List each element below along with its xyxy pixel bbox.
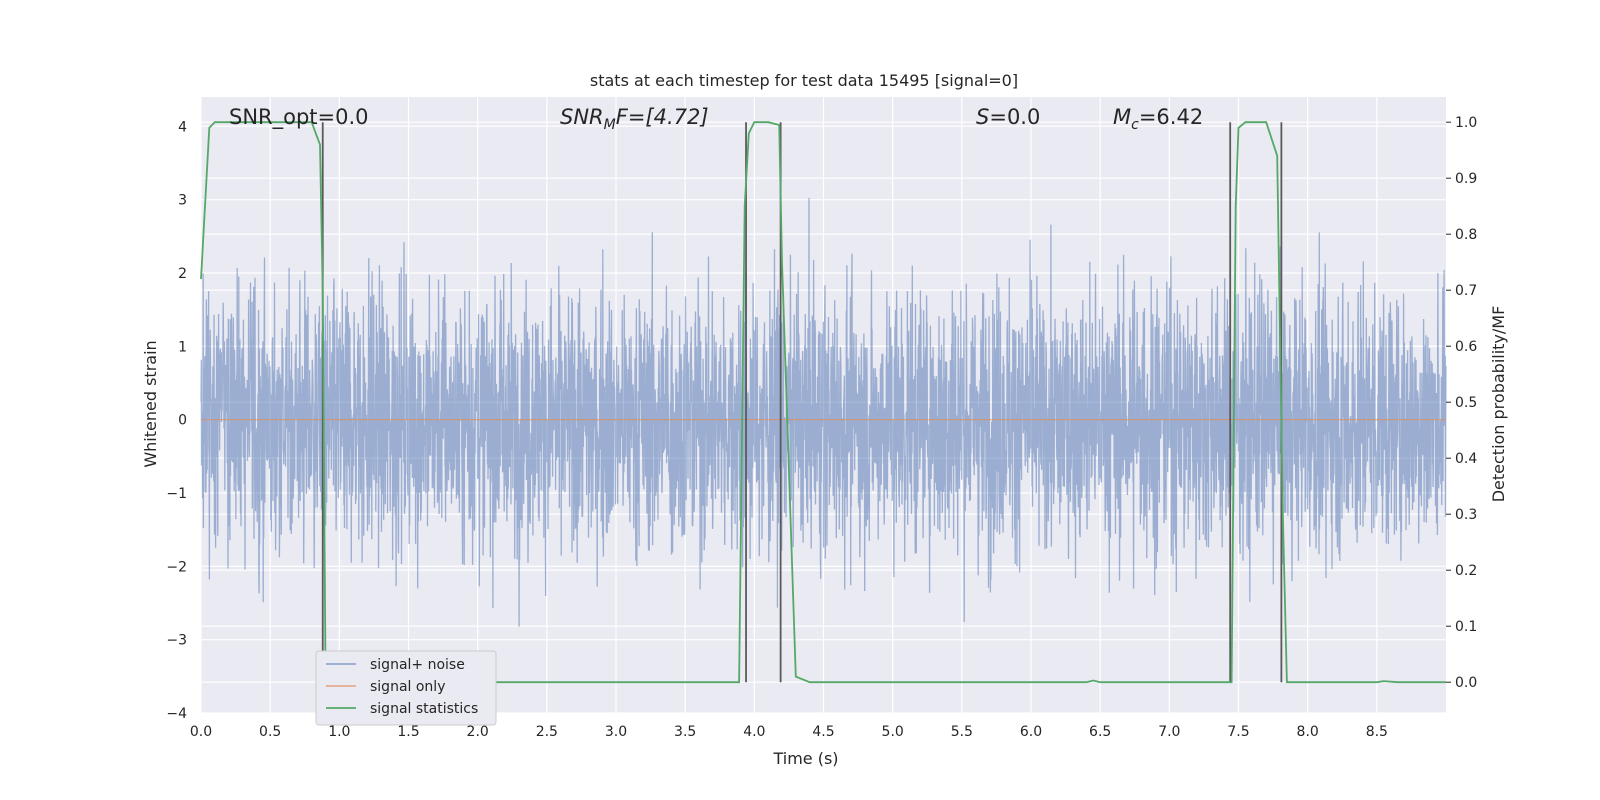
x-tick-label: 0.5 bbox=[259, 724, 281, 740]
x-axis-label: Time (s) bbox=[772, 749, 838, 768]
y-tick-label: −3 bbox=[166, 633, 187, 649]
stats-line bbox=[200, 121, 1446, 684]
y2-tick-label: 0.2 bbox=[1455, 563, 1477, 579]
x-tick-label: 2.0 bbox=[467, 724, 489, 740]
noise-line bbox=[200, 197, 1447, 627]
y2-tick-label: 0.7 bbox=[1455, 283, 1477, 299]
y-tick-label: −2 bbox=[166, 559, 187, 575]
x-tick-label: 2.5 bbox=[536, 724, 558, 740]
noise-series bbox=[200, 197, 1447, 627]
stats-series bbox=[200, 121, 1446, 684]
legend-label-stats: signal statistics bbox=[370, 701, 478, 717]
legend-label-noise: signal+ noise bbox=[370, 657, 465, 673]
y-axis-label: Whitened strain bbox=[141, 340, 160, 467]
y-tick-label: 1 bbox=[178, 339, 187, 355]
y2-tick-label: 0.9 bbox=[1455, 171, 1477, 187]
y-tick-label: 2 bbox=[178, 266, 187, 282]
y-tick-label: −4 bbox=[166, 706, 187, 722]
x-tick-label: 6.5 bbox=[1089, 724, 1111, 740]
y-tick-label: −1 bbox=[166, 486, 187, 502]
annotation-snr-mf: SNRMF=[4.72] bbox=[560, 105, 709, 133]
y-tick-label: 3 bbox=[178, 193, 187, 209]
y2-tick-label: 0.3 bbox=[1455, 507, 1477, 523]
y2-tick-label: 0.5 bbox=[1455, 395, 1477, 411]
y2-tick-label: 0.0 bbox=[1455, 675, 1477, 691]
x-tick-label: 1.5 bbox=[397, 724, 419, 740]
annotation-snr-opt: SNR_opt=0.0 bbox=[229, 105, 369, 130]
annotation-mc: Mc=6.42 bbox=[1113, 105, 1203, 133]
legend-label-signal: signal only bbox=[370, 679, 445, 695]
legend: signal+ noise signal only signal statist… bbox=[315, 650, 497, 726]
x-tick-label: 1.0 bbox=[328, 724, 350, 740]
x-ticks: 0.0 0.5 1.0 1.5 2.0 2.5 3.0 3.5 4.0 4.5 5.0 5.5 6.0 6… bbox=[190, 724, 1388, 740]
annotation-s: S=0.0 bbox=[976, 105, 1040, 129]
x-tick-label: 4.5 bbox=[812, 724, 834, 740]
x-tick-label: 6.0 bbox=[1020, 724, 1042, 740]
y2-tick-label: 1.0 bbox=[1455, 115, 1477, 131]
y-tick-label: 4 bbox=[178, 119, 187, 135]
x-tick-label: 5.5 bbox=[951, 724, 973, 740]
y-ticks: 4 3 2 1 0 −1 −2 −3 −4 bbox=[166, 119, 187, 722]
x-tick-label: 3.5 bbox=[674, 724, 696, 740]
y2-tick-label: 0.4 bbox=[1455, 451, 1477, 467]
x-tick-label: 0.0 bbox=[190, 724, 212, 740]
x-tick-label: 7.5 bbox=[1227, 724, 1249, 740]
x-tick-label: 8.5 bbox=[1366, 724, 1388, 740]
y2-ticks: 1.0 0.9 0.8 0.7 0.6 0.5 0.4 0.3 0.2 0.1 0.0 bbox=[1446, 115, 1477, 691]
x-tick-label: 5.0 bbox=[882, 724, 904, 740]
legend-box bbox=[315, 650, 497, 726]
x-tick-label: 7.0 bbox=[1158, 724, 1180, 740]
y2-axis-label: Detection probability/MF bbox=[1489, 306, 1508, 503]
x-tick-label: 4.0 bbox=[743, 724, 765, 740]
x-tick-label: 8.0 bbox=[1297, 724, 1319, 740]
y2-tick-label: 0.1 bbox=[1455, 619, 1477, 635]
y-tick-label: 0 bbox=[178, 413, 187, 429]
chart-title: stats at each timestep for test data 154… bbox=[590, 71, 1018, 90]
y2-tick-label: 0.8 bbox=[1455, 227, 1477, 243]
y2-tick-label: 0.6 bbox=[1455, 339, 1477, 355]
x-tick-label: 3.0 bbox=[605, 724, 627, 740]
